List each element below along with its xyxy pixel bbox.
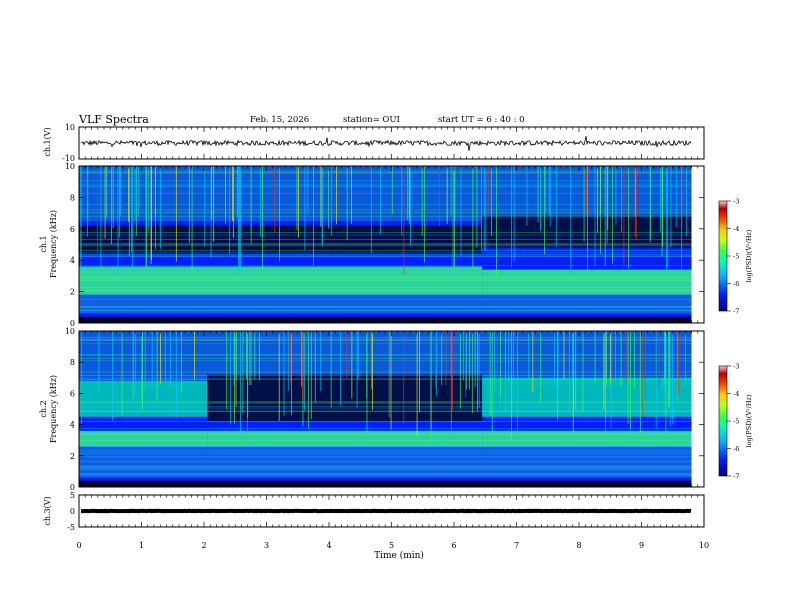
- ch2-colorbar-ticks: -3 -4 -5 -6 -7: [727, 363, 739, 481]
- ch1-waveform-panel: ch.1(V) 10 -10: [43, 123, 705, 163]
- time-axis-labels: 0 1 2 3 4 5 6 7 8 9 10: [76, 541, 709, 550]
- frequency-tick-label: 6: [70, 225, 75, 234]
- colorbar-tick-label: -7: [733, 308, 739, 316]
- ch1-frequency-ylabel: Frequency (kHz): [49, 210, 58, 278]
- time-tick-label: 4: [326, 541, 331, 550]
- frequency-tick-label: 10: [65, 162, 75, 171]
- ch2-colorbar-gradient: [718, 365, 728, 477]
- frequency-tick-label: 8: [70, 193, 75, 202]
- ch1-waveform-ylabel: ch.1(V): [43, 127, 52, 156]
- colorbar-tick-label: -6: [733, 280, 739, 288]
- time-tick-label: 5: [389, 541, 394, 550]
- colorbar-tick-label: -4: [733, 225, 739, 233]
- colorbar-tick-label: -6: [733, 445, 739, 453]
- ch1-ytick: 10: [65, 123, 75, 132]
- time-tick-label: 1: [139, 541, 144, 550]
- ch2-frequency-ylabel: Frequency (kHz): [49, 375, 58, 443]
- ch2-colorbar: -3 -4 -5 -6 -7 log(PSD)(V²/Hz): [718, 363, 753, 481]
- ch3-waveform-panel: ch.3(V) 5 0 -5: [43, 491, 705, 532]
- station-label: station= OUI: [343, 115, 400, 125]
- colorbar-tick-label: -3: [733, 363, 739, 371]
- ch3-ytick: 0: [70, 507, 75, 516]
- ch1-spectrogram-image: [79, 166, 704, 323]
- time-tick-label: 3: [264, 541, 269, 550]
- time-tick-label: 10: [699, 541, 709, 550]
- time-tick-label: 7: [514, 541, 519, 550]
- ch2-spectrogram-image: [79, 331, 704, 487]
- date-label: Feb. 15, 2026: [250, 115, 310, 125]
- colorbar-tick-label: -5: [733, 418, 739, 426]
- ch3-waveform-ylabel: ch.3(V): [43, 496, 52, 525]
- ch1-colorbar-ticks: -3 -4 -5 -6 -7: [727, 198, 739, 316]
- frequency-tick-label: 4: [70, 256, 75, 265]
- frequency-tick-label: 8: [70, 358, 75, 367]
- time-tick-label: 2: [201, 541, 206, 550]
- time-axis-title: Time (min): [374, 550, 424, 561]
- ch1-waveform-line: [80, 136, 692, 151]
- frequency-tick-label: 2: [70, 288, 75, 297]
- colorbar-tick-label: -3: [733, 198, 739, 206]
- ch2-colorbar-label: log(PSD)(V²/Hz): [745, 394, 753, 447]
- time-tick-label: 8: [576, 541, 581, 550]
- ch1-spectrogram-ylabel: ch.1: [39, 235, 48, 252]
- ch1-colorbar-gradient: [718, 200, 728, 312]
- frequency-tick-label: 4: [70, 421, 75, 430]
- colorbar-tick-label: -7: [733, 473, 739, 481]
- time-tick-label: 9: [639, 541, 644, 550]
- colorbar-tick-label: -4: [733, 390, 739, 398]
- time-axis-ticks: [78, 127, 705, 527]
- ch3-ytick: -5: [67, 523, 75, 532]
- ch1-colorbar-label: log(PSD)(V²/Hz): [745, 229, 753, 282]
- ch3-ytick: 5: [70, 491, 75, 500]
- colorbar-tick-label: -5: [733, 253, 739, 261]
- start-time-label: start UT = 6 : 40 : 0: [438, 115, 525, 125]
- ch2-frequency-ticks: 10 8 6 4 2 0: [65, 327, 704, 492]
- ch1-frequency-ticks: 10 8 6 4 2 0: [65, 162, 704, 328]
- time-tick-label: 6: [451, 541, 456, 550]
- time-tick-label: 0: [76, 541, 81, 550]
- ch1-colorbar: -3 -4 -5 -6 -7 log(PSD)(V²/Hz): [718, 198, 753, 316]
- ch1-ytick: -10: [62, 154, 75, 163]
- ch2-spectrogram-ylabel: ch.2: [39, 400, 48, 417]
- frequency-tick-label: 2: [70, 452, 75, 461]
- ch2-spectrogram-panel: ch.2 Frequency (kHz) 10 8 6 4 2 0: [39, 327, 705, 492]
- figure-title: VLF Spectra: [79, 113, 149, 126]
- frequency-tick-label: 6: [70, 389, 75, 398]
- frequency-tick-label: 0: [70, 483, 75, 492]
- ch1-spectrogram-panel: ch.1 Frequency (kHz) 10 8 6 4 2 0: [39, 162, 705, 328]
- frequency-tick-label: 10: [65, 327, 75, 336]
- frequency-tick-label: 0: [70, 319, 75, 328]
